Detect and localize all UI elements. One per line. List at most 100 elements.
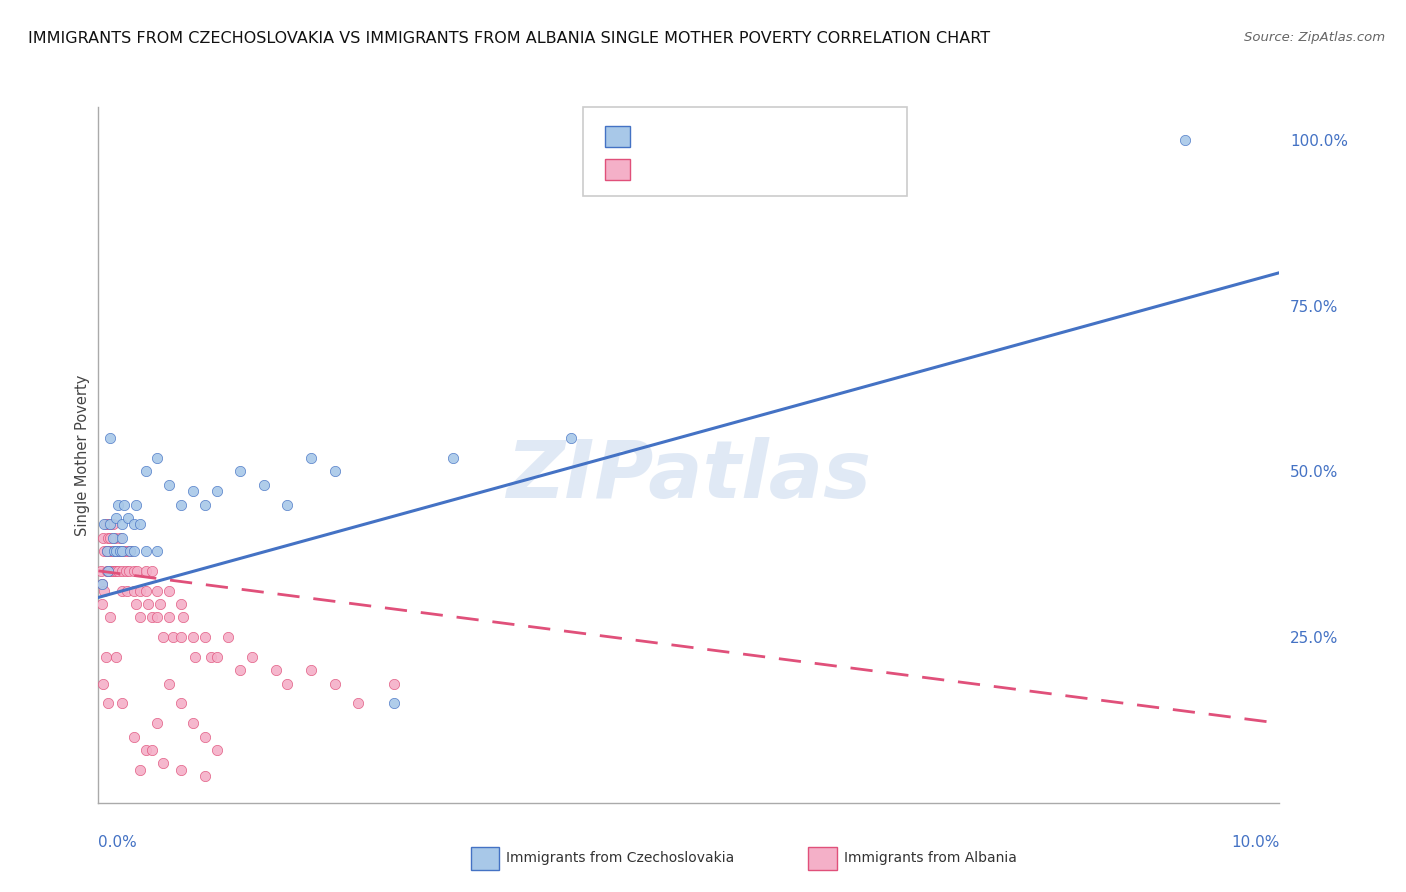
Point [91,597,114,611]
Point [181,630,204,644]
Point [135,564,157,578]
Point [103,544,125,558]
Point [122,583,145,598]
Point [103,564,125,578]
Point [93,544,115,558]
Point [162,630,184,644]
Point [128,583,150,598]
Text: R = -0.207   N = 90: R = -0.207 N = 90 [640,162,797,177]
Point [98,517,121,532]
Point [194,630,217,644]
Point [111,697,134,711]
Point [181,484,204,499]
Text: 10.0%: 10.0% [1232,836,1279,850]
Point [111,544,134,558]
Point [91,577,114,591]
Point [141,610,163,624]
Point [122,517,145,532]
Point [146,716,169,731]
Point [146,544,169,558]
Point [157,477,180,491]
Point [347,697,370,711]
Text: 0.0%: 0.0% [98,836,138,850]
Point [217,630,239,644]
Point [97,697,120,711]
Point [194,769,217,783]
Point [117,544,139,558]
Point [194,498,217,512]
Point [170,763,193,777]
Point [112,498,135,512]
Point [114,564,136,578]
Point [120,544,142,558]
Point [98,544,121,558]
Point [98,564,121,578]
Point [128,610,150,624]
Point [382,697,405,711]
Point [111,531,134,545]
Point [1174,133,1197,147]
Point [146,451,169,466]
Point [107,498,129,512]
Point [299,451,322,466]
Point [135,544,157,558]
Text: Immigrants from Czechoslovakia: Immigrants from Czechoslovakia [506,851,734,865]
Point [105,544,128,558]
Point [120,544,142,558]
Point [122,730,145,744]
Text: Immigrants from Albania: Immigrants from Albania [844,851,1017,865]
Point [105,564,128,578]
Text: R =  0.554   N = 40: R = 0.554 N = 40 [640,129,797,144]
Point [229,465,252,479]
Point [136,597,159,611]
Point [128,763,150,777]
Point [125,498,148,512]
Point [98,517,121,532]
Point [96,544,118,558]
Point [105,544,128,558]
Point [200,650,222,665]
Point [112,544,135,558]
Point [108,531,131,545]
Point [170,597,193,611]
Point [108,544,131,558]
Point [105,544,128,558]
Point [149,597,172,611]
Point [276,676,298,690]
Point [93,517,115,532]
Point [101,564,124,578]
Point [104,531,127,545]
Text: Source: ZipAtlas.com: Source: ZipAtlas.com [1244,31,1385,45]
Point [264,663,287,677]
Point [96,564,118,578]
Point [299,663,322,677]
Point [97,531,120,545]
Point [135,583,157,598]
Point [105,650,128,665]
Point [117,511,139,525]
Point [97,564,120,578]
Point [118,564,141,578]
Text: ZIPatlas: ZIPatlas [506,437,872,515]
Point [205,484,228,499]
Point [170,498,193,512]
Point [146,610,169,624]
Point [152,756,174,770]
Point [94,650,117,665]
Point [184,650,207,665]
Point [253,477,276,491]
Point [108,544,131,558]
Point [157,583,180,598]
Point [96,544,118,558]
Point [141,743,163,757]
Point [122,564,145,578]
Point [170,697,193,711]
Point [91,577,114,591]
Point [323,676,346,690]
Point [135,465,157,479]
Point [122,544,145,558]
Point [107,564,129,578]
Point [105,511,128,525]
Point [157,610,180,624]
Point [111,583,134,598]
